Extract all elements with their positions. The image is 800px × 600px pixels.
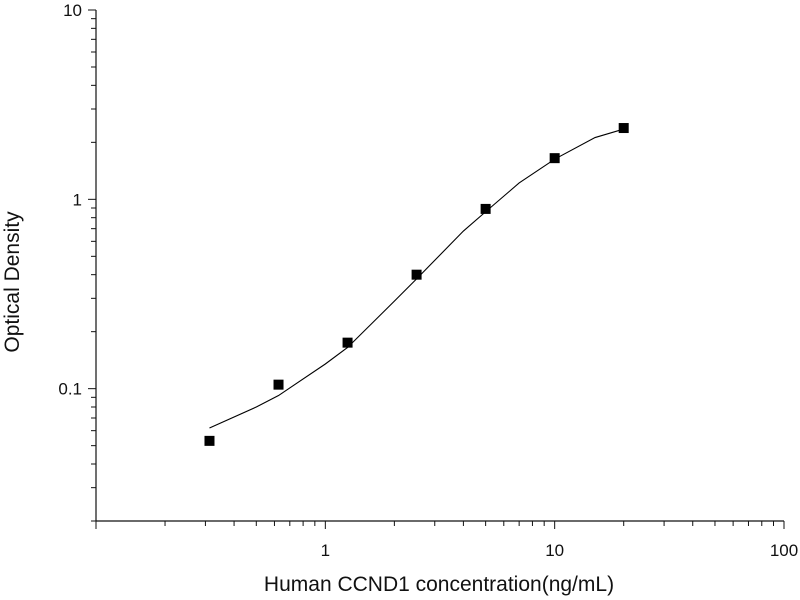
x-axis-title: Human CCND1 concentration(ng/mL): [264, 573, 614, 596]
x-tick-label: 10: [545, 541, 564, 560]
labels-layer: Human CCND1 concentration(ng/mL) Optical…: [1, 211, 614, 596]
data-point-square: [480, 203, 491, 214]
data-point-square: [549, 153, 560, 164]
y-tick-label: 1: [73, 190, 82, 209]
data-point-square: [342, 337, 353, 348]
x-tick-label: 100: [770, 541, 798, 560]
y-axis-title: Optical Density: [1, 211, 24, 353]
data-point-square: [204, 435, 215, 446]
points-layer: [204, 123, 629, 446]
axes-layer: 0.1 1 10 1 10 100: [58, 1, 798, 560]
y-tick-label: 10: [63, 1, 82, 20]
x-tick-label: 1: [321, 541, 330, 560]
y-tick-label: 0.1: [58, 380, 82, 399]
data-point-square: [411, 269, 422, 280]
data-point-square: [273, 379, 284, 390]
data-point-square: [618, 123, 629, 134]
